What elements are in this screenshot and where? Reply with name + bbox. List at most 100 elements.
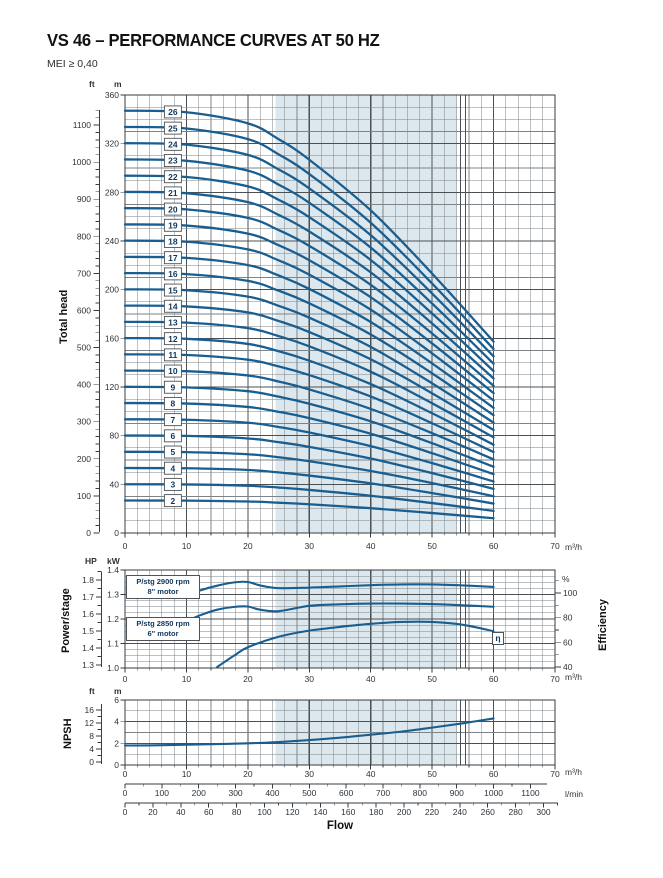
- npsh-flow-unit: m³/h: [565, 767, 582, 777]
- ft-tick-label: 500: [77, 343, 91, 353]
- stage-label-5: 5: [171, 447, 176, 457]
- x-tick-label: 30: [305, 541, 315, 551]
- lmin-tick-label: 800: [413, 788, 427, 798]
- kw-tick-label: 1.3: [107, 590, 119, 600]
- stage-label-box-7: [163, 413, 182, 427]
- m-tick-label: 320: [105, 139, 119, 149]
- ft-tick-label: 0: [86, 528, 91, 538]
- npsh-ft-axis: 0 4 8 12 16: [85, 704, 102, 767]
- ft-tick-label: 600: [77, 305, 91, 315]
- power-stage-axis-title: Power/stage: [60, 588, 72, 653]
- ft-tick-label: 1000: [72, 157, 91, 167]
- hp-tick-label: 1.5: [82, 626, 94, 636]
- usgpm-tick-label: 20: [148, 807, 158, 817]
- head-curve-22stg: [123, 174, 495, 373]
- stage-label-20: 20: [168, 204, 178, 214]
- m-tick-label: 40: [110, 479, 120, 489]
- ft-tick-label: 100: [77, 491, 91, 501]
- head-curve-7stg: [123, 418, 495, 483]
- npsh-m-axis: 0 2 4 6: [114, 695, 125, 770]
- m-tick-label: 160: [105, 333, 119, 343]
- head-curve-13stg: [123, 320, 495, 439]
- stage-label-17: 17: [168, 253, 178, 263]
- stage-label-box-16: [163, 267, 182, 281]
- stage-label-22: 22: [168, 172, 178, 182]
- hp-tick-label: 1.7: [82, 592, 94, 602]
- stage-label-box-12: [163, 332, 182, 346]
- usgpm-tick-label: 160: [341, 807, 355, 817]
- eff-tick-label: 100: [563, 588, 577, 598]
- lmin-tick-label: 300: [228, 788, 242, 798]
- eff-tick-label: 40: [563, 662, 573, 672]
- ft-tick-label: 900: [77, 194, 91, 204]
- kw-tick-label: 1.2: [107, 614, 119, 624]
- power-6in-label-line2: 6" motor: [147, 628, 179, 638]
- power-8in-label: P/stg 2900 rpm 8" motor: [126, 575, 200, 599]
- stage-label-box-25: [163, 121, 182, 135]
- head-curve-20stg: [123, 207, 495, 387]
- efficiency-axis-title: Efficiency: [597, 599, 609, 651]
- power-8in-label-line1: P/stg 2900 rpm: [136, 577, 190, 586]
- hp-tick-label: 1.4: [82, 643, 94, 653]
- head-curve-12stg: [123, 336, 495, 446]
- x-tick-label: 10: [182, 674, 192, 684]
- x-tick-label: 60: [489, 769, 499, 779]
- m-tick-label: 200: [105, 285, 119, 295]
- eff-tick-label: 80: [563, 613, 573, 623]
- head-curve-17stg: [123, 255, 495, 410]
- usgpm-tick-label: 80: [232, 807, 242, 817]
- m-tick-label: 280: [105, 187, 119, 197]
- usgpm-tick-label: 120: [285, 807, 299, 817]
- stage-label-15: 15: [168, 285, 178, 295]
- efficiency-curve: [216, 620, 495, 669]
- x-tick-label: 40: [366, 769, 376, 779]
- lmin-tick-label: 400: [265, 788, 279, 798]
- stage-label-19: 19: [168, 220, 178, 230]
- x-tick-label: 10: [182, 769, 192, 779]
- usgpm-tick-label: 180: [369, 807, 383, 817]
- head-curve-24stg: [123, 142, 495, 358]
- stage-label-box-21: [163, 186, 182, 200]
- lmin-tick-label: 600: [339, 788, 353, 798]
- stage-label-box-6: [163, 429, 182, 443]
- power-curves: [185, 580, 495, 669]
- usgpm-tick-label: 100: [257, 807, 271, 817]
- x-tick-label: 30: [305, 769, 315, 779]
- head-x-axis: 0 10 20 30 40 50 60 70: [123, 533, 560, 551]
- x-tick-label: 10: [182, 541, 192, 551]
- lmin-tick-label: 0: [123, 788, 128, 798]
- npsh-axis-title: NPSH: [62, 718, 74, 749]
- stage-label-11: 11: [168, 350, 177, 360]
- stage-label-box-23: [163, 154, 182, 167]
- x-tick-label: 0: [123, 674, 128, 684]
- stage-label-box-20: [163, 202, 182, 216]
- m-tick-label: 6: [114, 695, 119, 705]
- usgpm-tick-label: 200: [397, 807, 411, 817]
- usgpm-tick-label: 60: [204, 807, 214, 817]
- head-curve-6stg: [123, 434, 495, 490]
- stage-label-box-19: [163, 218, 182, 232]
- x-tick-label: 60: [489, 674, 499, 684]
- head-curve-5stg: [123, 450, 495, 498]
- lmin-tick-label: 1100: [521, 788, 540, 798]
- head-curve-16stg: [123, 271, 495, 417]
- head-curve-14stg: [123, 304, 495, 432]
- head-curve-26stg: [123, 109, 495, 343]
- eta-label: η: [492, 632, 504, 645]
- head-curve-10stg: [123, 369, 495, 461]
- m-tick-label: 0: [114, 760, 119, 770]
- stage-label-box-8: [163, 396, 182, 410]
- ft-tick-label: 200: [77, 454, 91, 464]
- x-tick-label: 0: [123, 769, 128, 779]
- x-tick-label: 70: [550, 541, 560, 551]
- stage-label-box-14: [163, 299, 182, 313]
- x-tick-label: 50: [427, 541, 437, 551]
- stage-label-3: 3: [171, 480, 176, 490]
- head-curve-19stg: [123, 223, 495, 395]
- power-8in-label-line2: 8" motor: [147, 586, 179, 596]
- stage-label-12: 12: [168, 334, 178, 344]
- power-6in-label: P/stg 2850 rpm 6" motor: [126, 617, 200, 641]
- power-6in-label-line1: P/stg 2850 rpm: [136, 619, 190, 628]
- hp-tick-label: 1.8: [82, 575, 94, 585]
- stage-label-14: 14: [168, 301, 178, 311]
